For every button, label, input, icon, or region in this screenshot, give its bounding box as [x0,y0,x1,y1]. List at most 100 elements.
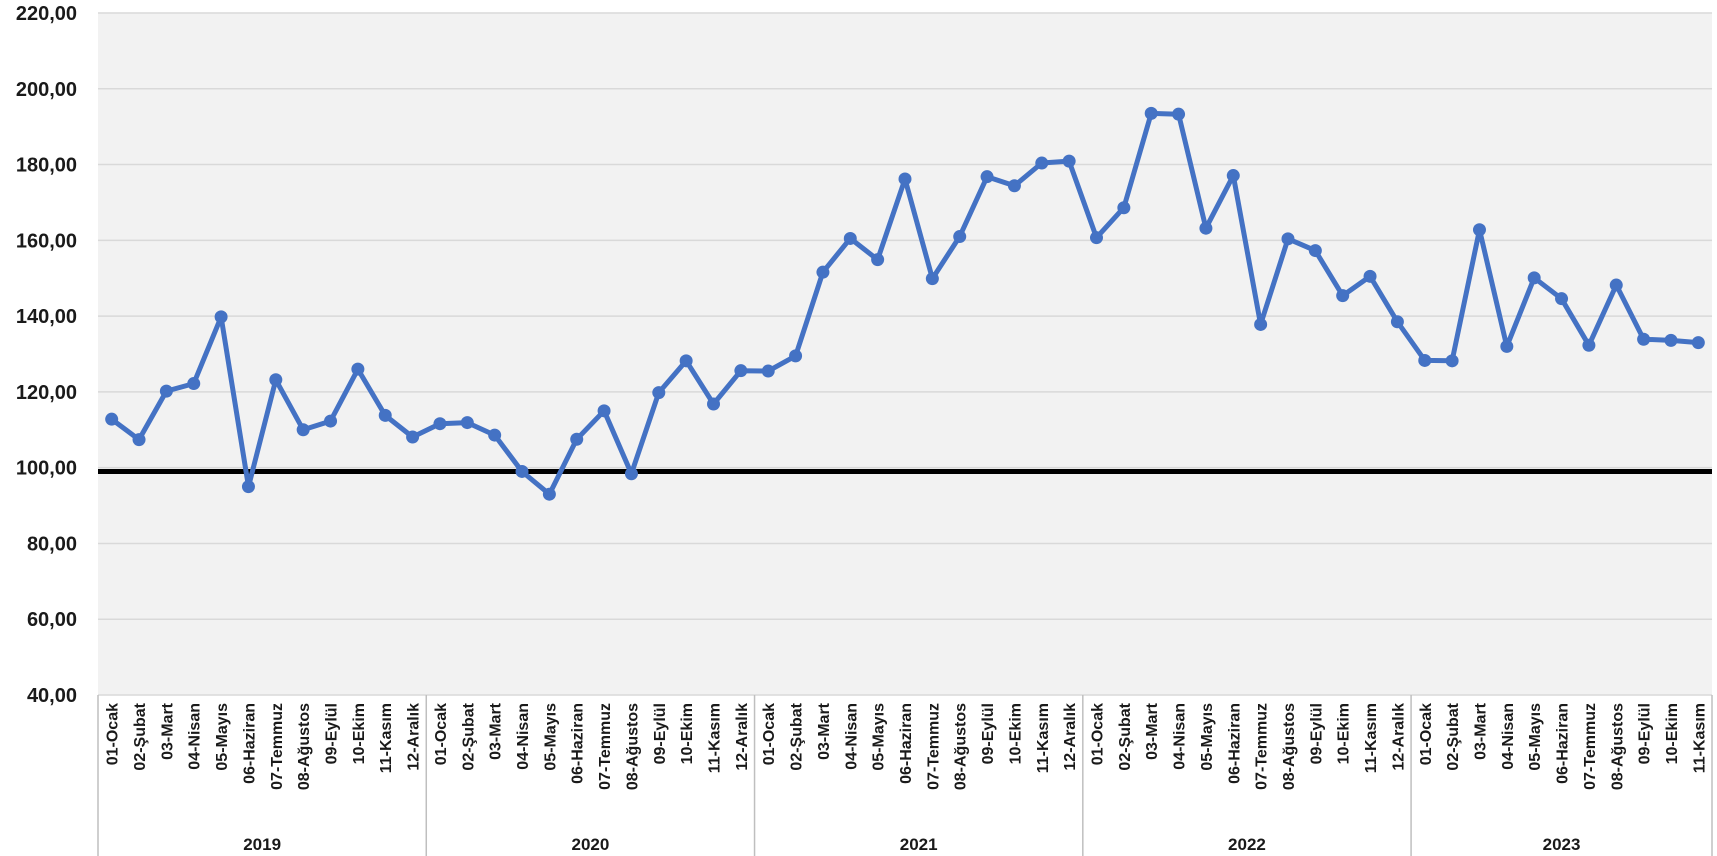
x-tick-label: 08-Ağustos [296,703,313,790]
x-tick-label: 07-Temmuz [925,703,942,790]
x-tick-label: 10-Ekim [1336,703,1353,764]
x-tick-label: 02-Şubat [460,702,477,770]
x-tick-label: 06-Haziran [570,703,587,784]
data-point [761,364,775,378]
data-point [570,432,584,446]
x-tick-label: 01-Ocak [1089,703,1106,765]
x-tick-label: 04-Nisan [1172,703,1189,770]
x-tick-label: 02-Şubat [789,702,806,770]
gridlines [98,12,1712,696]
y-tick-label: 220,00 [16,3,77,25]
y-tick-label: 60,00 [27,609,77,631]
x-tick-label: 03-Mart [816,702,833,760]
x-tick-label: 02-Şubat [132,702,149,770]
data-point [296,423,310,437]
x-tick-label: 09-Eylül [1308,703,1325,764]
x-tick-label: 04-Nisan [187,703,204,770]
x-tick-label: 08-Ağustos [1281,703,1298,790]
x-tick-label: 06-Haziran [241,703,258,784]
x-group-label: 2021 [900,835,938,854]
data-point [488,428,502,442]
data-point [1226,169,1240,183]
x-tick-label: 01-Ocak [105,703,122,765]
x-tick-label: 10-Ekim [679,703,696,764]
x-tick-label: 09-Eylül [1637,703,1654,764]
x-tick-label: 10-Ekim [1007,703,1024,764]
x-tick-label: 04-Nisan [1500,703,1517,770]
x-tick-label: 09-Eylül [980,703,997,764]
data-point [953,230,967,244]
data-point [1500,339,1514,353]
data-point [159,384,173,398]
x-tick-label: 02-Şubat [1445,702,1462,770]
data-point [515,464,529,478]
data-point [652,386,666,400]
x-tick-label: 05-Mayıs [871,703,888,771]
x-tick-label: 11-Kasım [378,703,395,773]
x-tick-label: 07-Temmuz [269,703,286,790]
data-point [707,397,721,411]
x-tick-label: 05-Mayıs [1527,703,1544,771]
y-tick-label: 180,00 [16,155,77,177]
data-point [1308,244,1322,258]
data-point [460,416,474,430]
data-point [132,433,146,447]
x-tick-label: 03-Mart [159,702,176,760]
x-tick-label: 09-Eylül [652,703,669,764]
x-tick-label: 07-Temmuz [1254,703,1271,790]
x-group-label: 2019 [243,835,281,854]
data-point [1062,154,1076,168]
x-tick-label: 12-Aralık [734,703,751,771]
x-tick-label: 02-Şubat [1117,702,1134,770]
x-tick-label: 12-Aralık [1390,703,1407,771]
data-point [433,417,447,431]
y-tick-label: 140,00 [16,306,77,328]
data-point [1637,332,1651,346]
y-tick-label: 80,00 [27,533,77,555]
x-tick-label: 05-Mayıs [1199,703,1216,771]
x-tick-label: 07-Temmuz [1582,703,1599,790]
x-axis: 01-Ocak 02-Şubat 03-Mart 04-Nisan 05-Mayıs 06… [97,695,1713,856]
data-point [789,349,803,363]
x-tick-label: 08-Ağustos [1609,703,1626,790]
data-point [1527,271,1541,285]
data-point [679,354,693,368]
y-tick-label: 100,00 [16,458,77,480]
data-point [816,265,830,279]
x-tick-label: 03-Mart [1144,702,1161,760]
x-tick-label: 10-Ekim [351,703,368,764]
data-point [269,373,283,387]
data-point [1609,278,1623,292]
x-tick-label: 06-Haziran [1555,703,1572,784]
data-point [1144,106,1158,120]
x-tick-label: 12-Aralık [406,703,423,771]
x-tick-label: 01-Ocak [761,703,778,765]
data-point [1555,292,1569,306]
data-point [980,170,994,184]
x-group-label: 2020 [571,835,609,854]
data-point [1254,317,1268,331]
data-point [542,487,556,501]
data-point [214,310,228,324]
x-tick-label: 09-Eylül [324,703,341,764]
plot-background [98,13,1712,695]
x-tick-label: 08-Ağustos [624,703,641,790]
data-point [1007,179,1021,193]
x-tick-label: 04-Nisan [515,703,532,770]
y-tick-label: 120,00 [16,382,77,404]
data-point [351,362,365,376]
data-point [925,272,939,286]
x-tick-label: 11-Kasım [707,703,724,773]
x-tick-label: 11-Kasım [1035,703,1052,773]
x-tick-label: 10-Ekim [1664,703,1681,764]
x-tick-label: 03-Mart [488,702,505,760]
data-point [624,467,638,481]
y-tick-label: 160,00 [16,230,77,252]
x-tick-label: 08-Ağustos [953,703,970,790]
data-point [1117,201,1131,215]
data-point [105,412,119,426]
data-point [734,364,748,378]
data-point [1691,336,1705,350]
x-tick-label: 11-Kasım [1363,703,1380,773]
data-point [1445,354,1459,368]
